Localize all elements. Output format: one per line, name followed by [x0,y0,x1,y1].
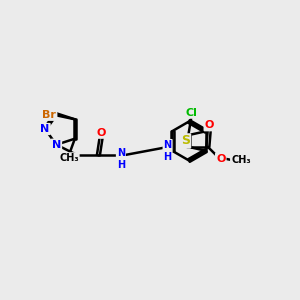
Text: Cl: Cl [185,108,197,118]
Text: S: S [181,134,190,148]
Text: O: O [97,128,106,138]
Text: CH₃: CH₃ [231,155,250,165]
Text: N: N [40,124,50,134]
Text: CH₃: CH₃ [59,153,79,163]
Text: O: O [216,154,225,164]
Text: N
H: N H [164,140,172,161]
Text: N: N [52,140,61,150]
Text: Br: Br [42,110,56,120]
Text: N
H: N H [117,148,125,170]
Text: O: O [205,120,214,130]
